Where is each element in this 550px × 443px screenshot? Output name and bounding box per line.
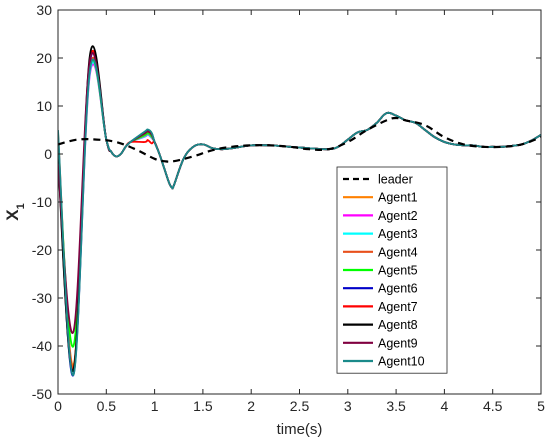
x-tick-label: 5	[537, 398, 545, 414]
legend-label-agent9: Agent9	[378, 336, 418, 350]
legend-label-agent8: Agent8	[378, 318, 418, 332]
legend-label-agent7: Agent7	[378, 300, 418, 314]
y-tick-label: -40	[32, 338, 52, 354]
legend-label-agent5: Agent5	[378, 264, 418, 278]
y-tick-label: -50	[32, 386, 52, 402]
ticks-layer: 0 0.5 1 1.5 2 2.5 3 3.5 4 4.5 5 -50 -40 -30 -20 -10 0 10 2…	[32, 2, 545, 414]
x-tick-label: 4	[441, 398, 449, 414]
legend-label-agent2: Agent2	[378, 209, 418, 223]
x-tick-label: 1.5	[193, 398, 213, 414]
series-layer	[58, 45, 541, 377]
y-axis-label: X1	[3, 203, 27, 220]
legend-label-agent4: Agent4	[378, 245, 418, 259]
x-axis-label: time(s)	[277, 421, 323, 438]
y-axis-label-subscript: 1	[15, 203, 27, 209]
x-tick-label: 1	[151, 398, 159, 414]
x-tick-label: 2	[247, 398, 255, 414]
y-axis-label-main: X	[3, 209, 22, 221]
series-line-leader	[58, 116, 541, 163]
y-tick-label: 0	[44, 146, 52, 162]
legend: leader Agent1 Agent2 Agent3 Agent4 Agent5 Agen…	[336, 166, 448, 374]
legend-label-leader: leader	[378, 173, 413, 187]
y-tick-label: 10	[36, 98, 52, 114]
y-tick-label: -30	[32, 290, 52, 306]
x-tick-label: 3.5	[386, 398, 406, 414]
y-tick-label: 20	[36, 50, 52, 66]
x-tick-label: 3	[344, 398, 352, 414]
x-tick-label: 0.5	[97, 398, 117, 414]
legend-label-agent1: Agent1	[378, 191, 418, 205]
y-tick-label: -20	[32, 242, 52, 258]
x-tick-label: 2.5	[290, 398, 310, 414]
y-tick-label: 30	[36, 2, 52, 18]
legend-label-agent3: Agent3	[378, 227, 418, 241]
legend-label-agent6: Agent6	[378, 282, 418, 296]
y-tick-label: -10	[32, 194, 52, 210]
legend-label-agent10: Agent10	[378, 355, 425, 369]
x-tick-label: 4.5	[483, 398, 503, 414]
x-tick-label: 0	[54, 398, 62, 414]
